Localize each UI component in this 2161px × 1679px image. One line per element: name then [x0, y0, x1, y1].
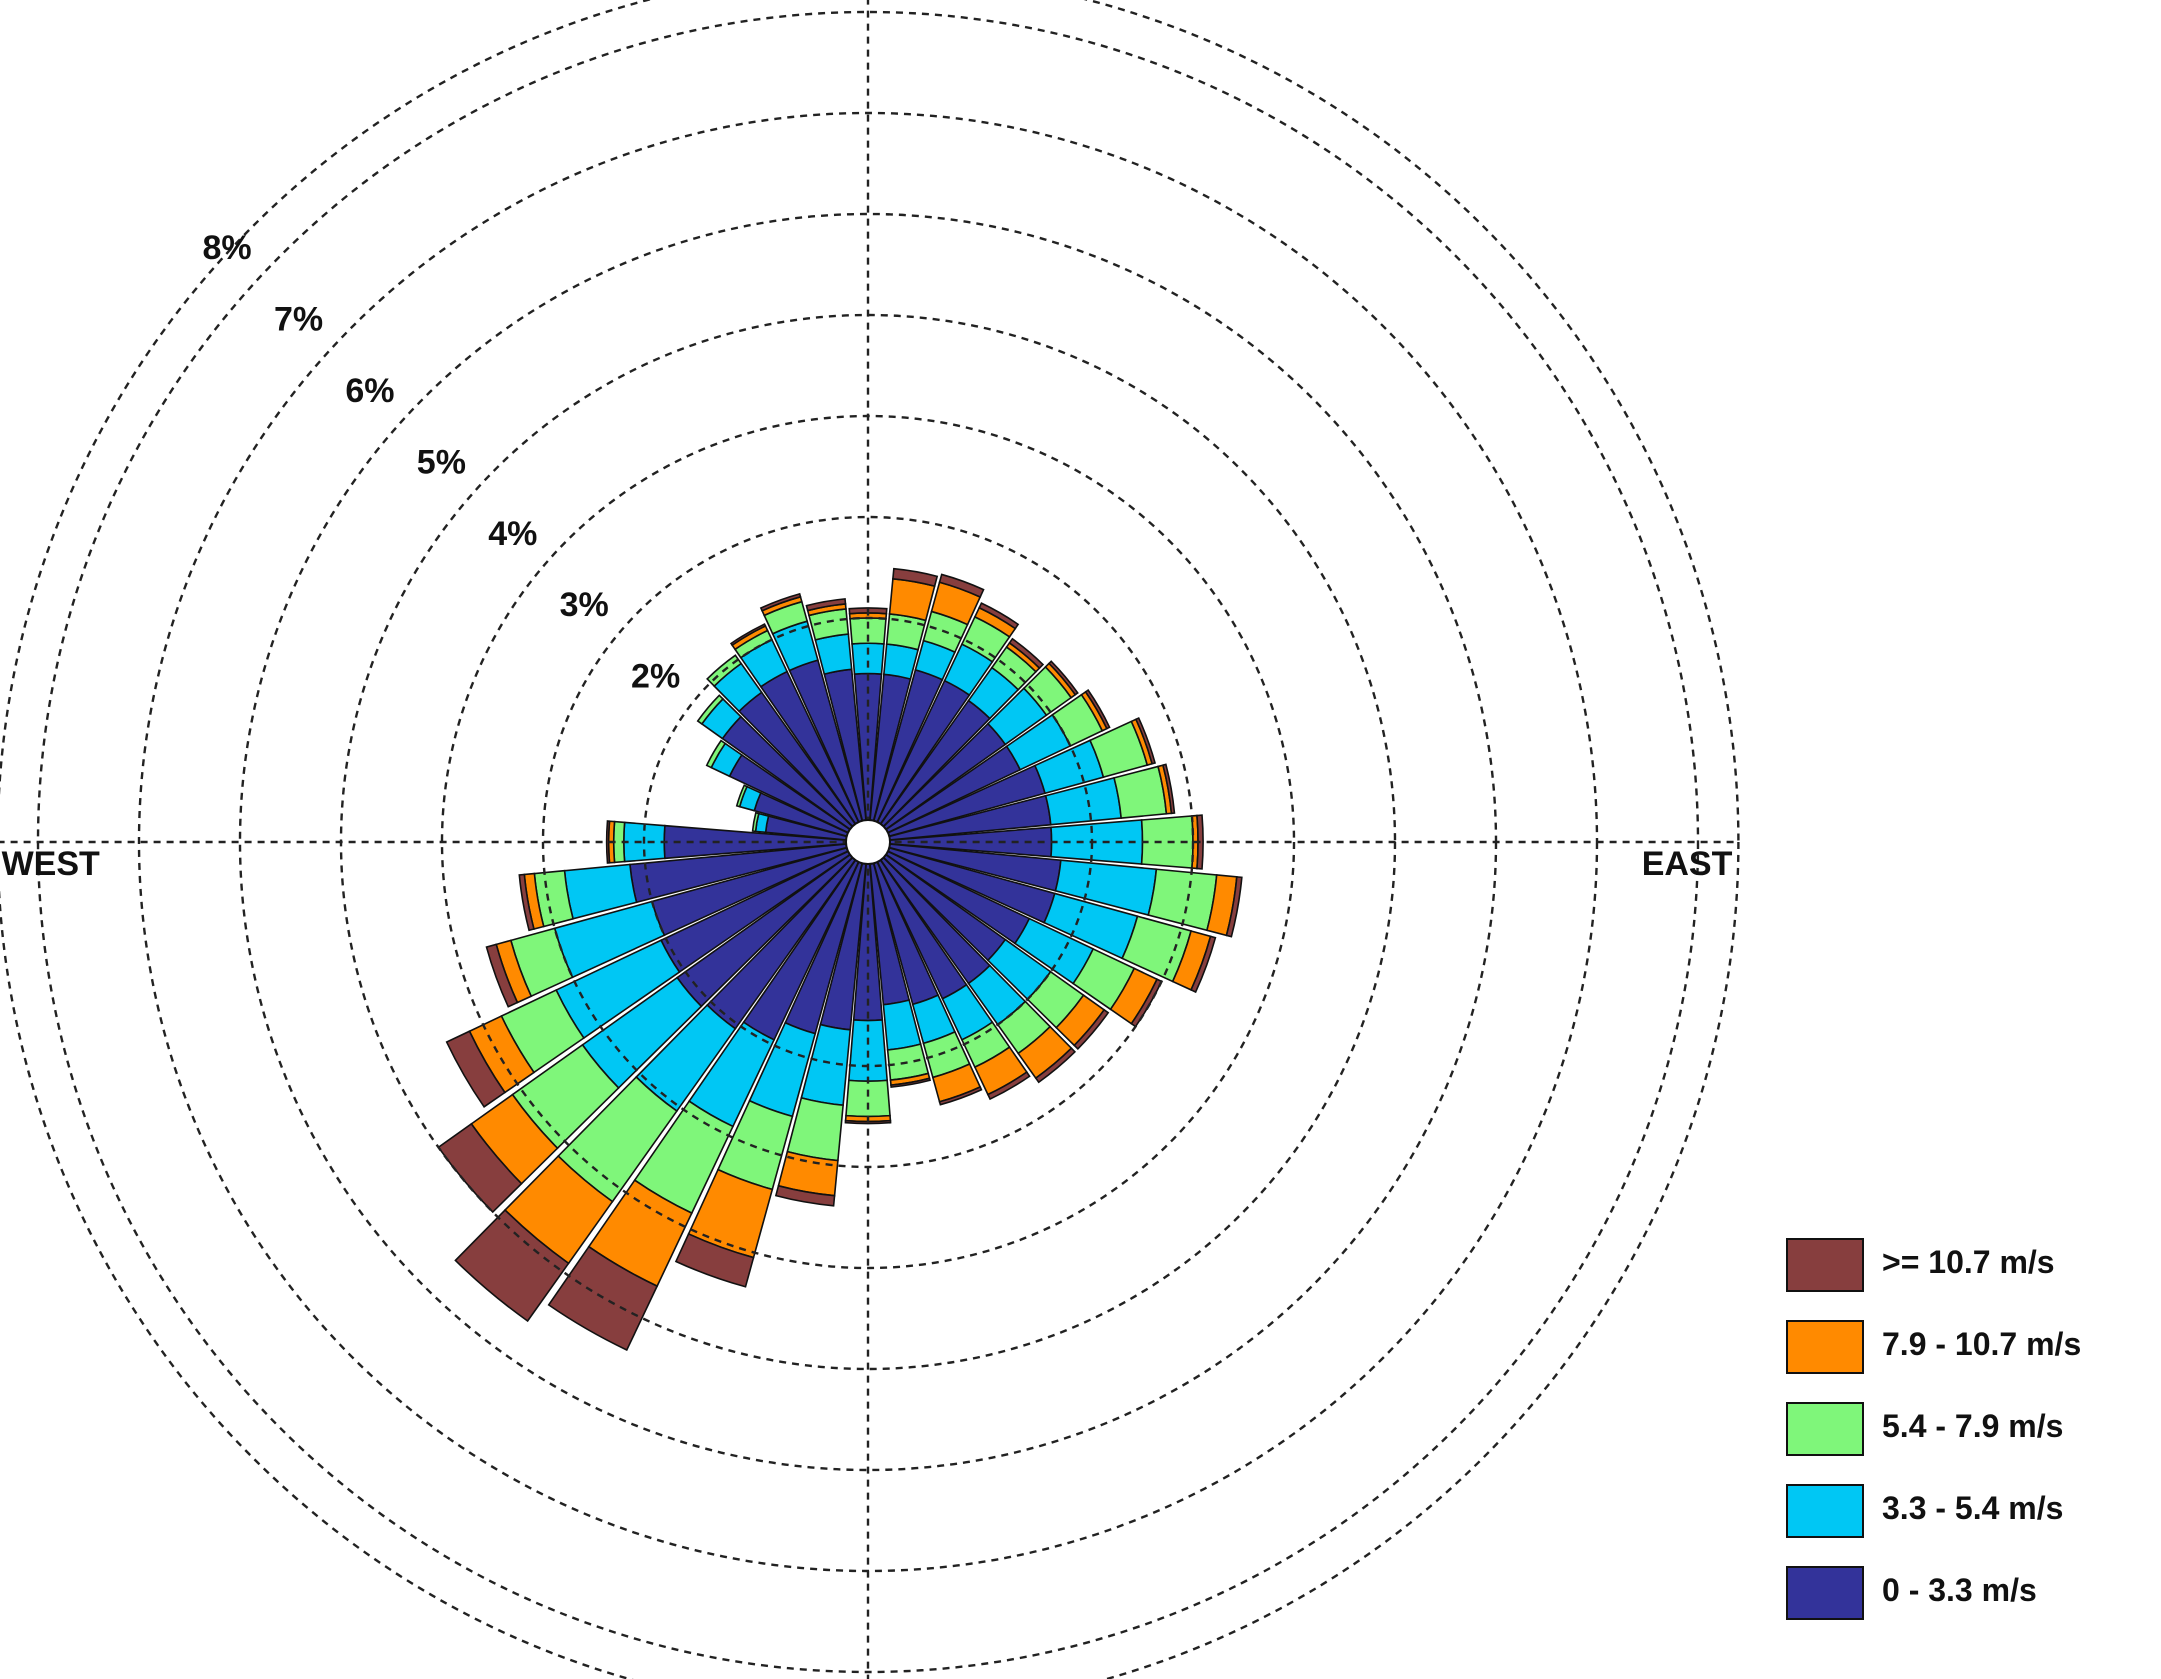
legend-item: 3.3 - 5.4 m/s [1782, 1484, 2152, 1566]
ring-labels: 2% 3% 4% 5% 6% 7% 8% [203, 229, 681, 696]
petal-110deg-band4 [1189, 935, 1217, 994]
ring-label-5pct: 5% [417, 443, 466, 481]
petal-30deg-band4 [978, 602, 1020, 630]
ring-label-4pct: 4% [488, 515, 537, 553]
petal-150deg-band4 [986, 1070, 1031, 1101]
legend-label: 5.4 - 7.9 m/s [1882, 1408, 2064, 1444]
ring-label-2pct: 2% [631, 658, 680, 696]
petal-10deg-band4 [892, 567, 939, 588]
petal-270deg-band4 [605, 820, 611, 864]
legend-item: >= 10.7 m/s [1782, 1238, 2152, 1320]
petal-100deg-band4 [1225, 875, 1243, 938]
petal-340deg-band4 [759, 592, 802, 612]
legend-swatch [1786, 1402, 1864, 1456]
petal-50deg-band4 [1047, 660, 1079, 696]
legend-label: >= 10.7 m/s [1882, 1244, 2055, 1280]
legend-swatch [1786, 1484, 1864, 1538]
petal-180deg-band2 [845, 1079, 891, 1118]
grid-ring-8pct [36, 10, 1700, 1674]
ring-label-6pct: 6% [345, 372, 394, 410]
petal-160deg-band4 [938, 1085, 983, 1106]
legend-label: 7.9 - 10.7 m/s [1882, 1326, 2082, 1362]
direction-label-east: EAST [1642, 845, 1733, 883]
petal-60deg-band4 [1084, 689, 1111, 730]
legend-swatch [1786, 1320, 1864, 1374]
petal-310deg-band2 [696, 694, 725, 726]
petals-group [437, 567, 1243, 1352]
legend: >= 10.7 m/s 7.9 - 10.7 m/s 5.4 - 7.9 m/s 3.… [1782, 1238, 2152, 1648]
legend-swatch [1786, 1566, 1864, 1620]
petal-170deg-band4 [890, 1077, 932, 1089]
petal-350deg-band4 [805, 598, 847, 612]
legend-swatch [1786, 1238, 1864, 1292]
ring-label-3pct: 3% [560, 586, 609, 624]
petal-70deg-band4 [1134, 717, 1157, 765]
calm-center-circle [845, 819, 891, 865]
petal-10deg-band1 [882, 643, 920, 680]
petal-200deg-band4 [674, 1232, 755, 1288]
legend-item: 7.9 - 10.7 m/s [1782, 1320, 2152, 1402]
petal-260deg-band4 [518, 873, 535, 932]
petal-190deg-band4 [774, 1184, 836, 1207]
petal-80deg-band2 [1113, 765, 1168, 819]
petal-300deg-band2 [705, 739, 727, 769]
legend-label: 0 - 3.3 m/s [1882, 1572, 2037, 1608]
petal-290deg-band2 [735, 784, 749, 808]
direction-label-west: WEST [2, 845, 100, 883]
petal-80deg-band4 [1161, 763, 1176, 815]
petal-130deg-band4 [1073, 1008, 1110, 1051]
polar-grid [0, 0, 1740, 1679]
legend-label: 3.3 - 5.4 m/s [1882, 1490, 2064, 1526]
legend-item: 5.4 - 7.9 m/s [1782, 1402, 2152, 1484]
petal-330deg-band4 [729, 623, 767, 647]
grid-ring-outer [0, 0, 1740, 1679]
petal-20deg-band4 [938, 573, 985, 599]
petal-250deg-band4 [485, 943, 519, 1008]
petal-220deg-band4 [454, 1208, 570, 1323]
petal-140deg-band4 [1034, 1047, 1077, 1084]
petal-240deg-band4 [445, 1030, 506, 1108]
direction-label-north: NORTH [871, 0, 992, 6]
ring-label-7pct: 7% [274, 301, 323, 339]
direction-labels: NORTHEASTSOUTHWEST [2, 0, 1733, 1679]
ring-label-8pct: 8% [203, 229, 252, 267]
petal-280deg-band2 [751, 811, 760, 833]
petal-40deg-band4 [1008, 637, 1045, 670]
wind-rose-plot: 2%3%4%5%6%7%8% NORTHEASTSOUTHWEST [0, 0, 1740, 1679]
legend-item: 0 - 3.3 m/s [1782, 1566, 2152, 1648]
grid-ring-3pct [541, 515, 1195, 1169]
